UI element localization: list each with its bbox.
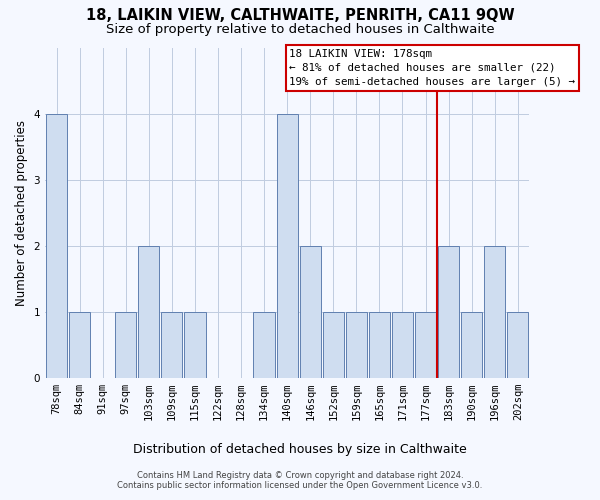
Bar (161, 312, 182, 378)
Bar (323, 312, 344, 378)
Text: 18, LAIKIN VIEW, CALTHWAITE, PENRITH, CA11 9QW: 18, LAIKIN VIEW, CALTHWAITE, PENRITH, CA… (86, 8, 514, 22)
Bar (277, 114, 298, 378)
Bar (346, 312, 367, 378)
Bar (184, 312, 206, 378)
Bar (69, 312, 90, 378)
Bar (392, 312, 413, 378)
Text: Size of property relative to detached houses in Calthwaite: Size of property relative to detached ho… (106, 22, 494, 36)
Bar (253, 312, 275, 378)
Text: 18 LAIKIN VIEW: 178sqm
← 81% of detached houses are smaller (22)
19% of semi-det: 18 LAIKIN VIEW: 178sqm ← 81% of detached… (289, 49, 575, 87)
Bar (46, 114, 67, 378)
Y-axis label: Number of detached properties: Number of detached properties (15, 120, 28, 306)
Text: Contains HM Land Registry data © Crown copyright and database right 2024.
Contai: Contains HM Land Registry data © Crown c… (118, 470, 482, 490)
Bar (484, 246, 505, 378)
Bar (369, 312, 390, 378)
Bar (507, 312, 529, 378)
Bar (138, 246, 160, 378)
Text: Distribution of detached houses by size in Calthwaite: Distribution of detached houses by size … (133, 442, 467, 456)
Bar (299, 246, 321, 378)
Bar (115, 312, 136, 378)
Bar (461, 312, 482, 378)
Bar (438, 246, 459, 378)
Bar (415, 312, 436, 378)
